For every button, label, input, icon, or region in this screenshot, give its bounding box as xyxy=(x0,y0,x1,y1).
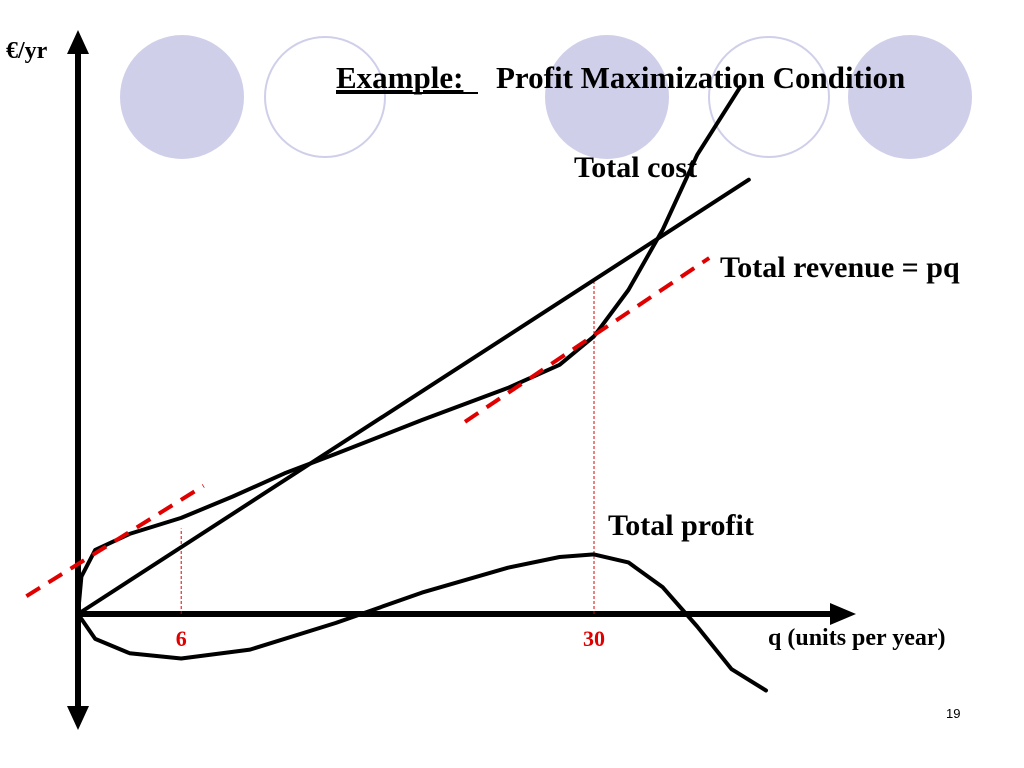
tangent-line-30 xyxy=(463,256,711,424)
y-axis-up-arrow xyxy=(67,30,89,54)
total-revenue-curve xyxy=(76,177,751,616)
total-revenue-label: Total revenue = pq xyxy=(720,251,960,284)
total-cost-curve xyxy=(76,85,743,616)
x-tick-label-30: 30 xyxy=(583,626,605,651)
title-text: Profit Maximization Condition xyxy=(496,60,905,95)
decorative-circles xyxy=(120,35,972,159)
y-axis-label: €/yr xyxy=(6,38,48,64)
title-prefix: Example: xyxy=(336,60,463,95)
decor-circle-filled xyxy=(848,35,972,159)
page-number: 19 xyxy=(946,706,960,721)
decor-circle-filled xyxy=(545,35,669,159)
total-profit-curve xyxy=(76,552,768,693)
y-axis-down-arrow xyxy=(67,706,89,730)
total-profit-label: Total profit xyxy=(608,509,754,542)
decor-circle-outline xyxy=(708,36,830,158)
total-cost-label: Total cost xyxy=(574,151,697,184)
x-axis-arrow xyxy=(830,603,856,625)
x-tick-label-6: 6 xyxy=(176,626,187,651)
tangent-line-6 xyxy=(25,484,205,598)
decor-circle-filled xyxy=(120,35,244,159)
x-axis-label: q (units per year) xyxy=(768,625,946,651)
chart-plot: 6 30 xyxy=(25,30,856,730)
decor-circle-outline xyxy=(264,36,386,158)
